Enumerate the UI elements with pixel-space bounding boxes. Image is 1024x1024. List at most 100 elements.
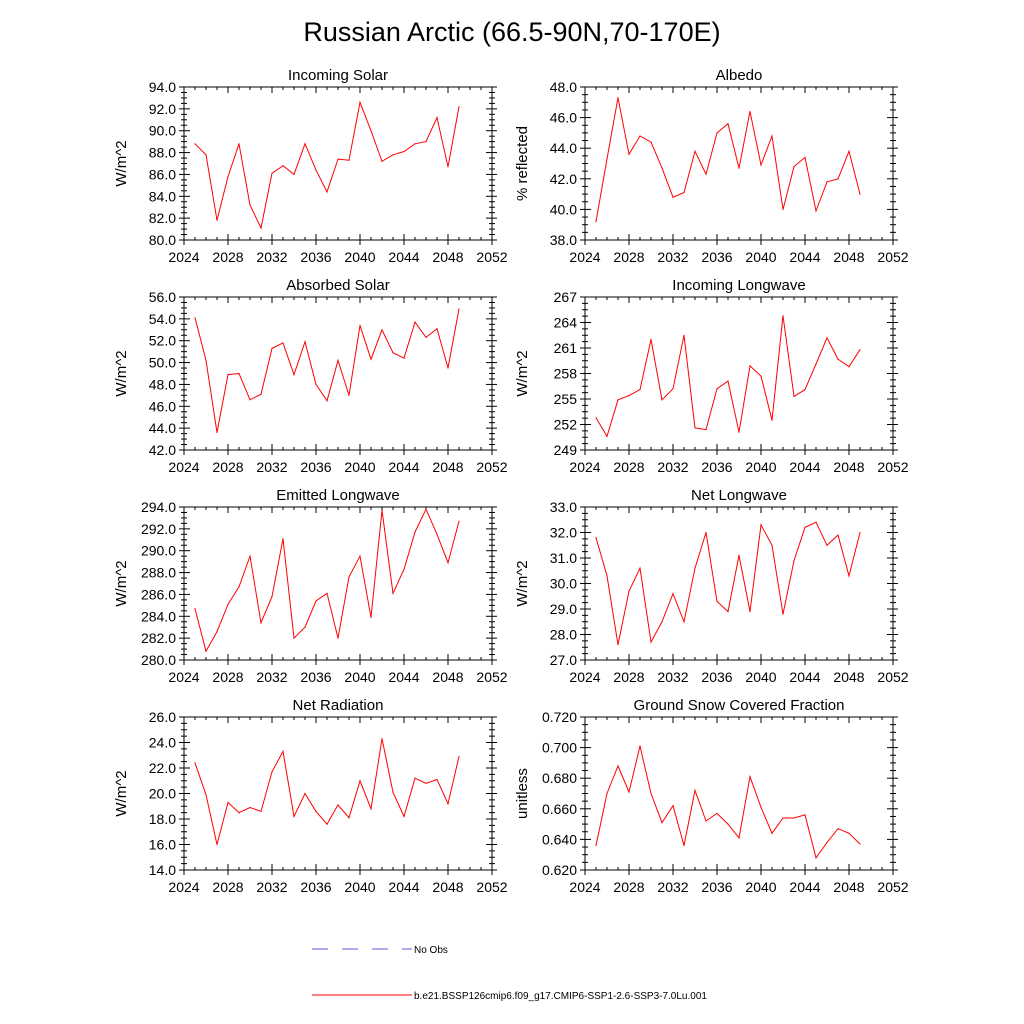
x-tick-label: 2036 <box>300 879 331 895</box>
y-tick-label: 0.700 <box>542 740 577 756</box>
data-point <box>381 738 383 740</box>
y-tick-label: 292.0 <box>141 521 176 537</box>
series-line <box>194 738 460 845</box>
data-point <box>282 538 284 540</box>
data-point <box>315 169 317 171</box>
data-point <box>628 791 630 793</box>
data-point <box>705 820 707 822</box>
data-point <box>403 815 405 818</box>
data-point <box>447 803 449 805</box>
data-point <box>694 789 696 792</box>
data-point <box>381 509 383 511</box>
data-point <box>848 366 850 368</box>
data-point <box>227 374 229 376</box>
panel-title: Net Radiation <box>293 697 384 714</box>
y-tick-label: 40.0 <box>550 201 577 217</box>
data-point <box>595 221 597 223</box>
x-tick-label: 2024 <box>168 249 199 265</box>
data-point <box>326 823 328 825</box>
data-point <box>804 389 806 391</box>
y-tick-label: 280.0 <box>141 652 176 668</box>
data-point <box>859 531 861 534</box>
x-tick-label: 2048 <box>833 249 864 265</box>
data-point <box>793 395 795 397</box>
data-point <box>205 359 207 361</box>
data-point <box>617 765 619 767</box>
data-point <box>672 196 674 198</box>
data-point <box>370 616 372 619</box>
data-point <box>238 586 240 588</box>
data-point <box>595 417 597 419</box>
x-tick-label: 2024 <box>569 249 600 265</box>
x-tick-label: 2044 <box>388 249 419 265</box>
y-tick-label: 294.0 <box>141 499 176 515</box>
x-tick-label: 2036 <box>300 669 331 685</box>
data-point <box>271 347 273 349</box>
data-point <box>793 166 795 168</box>
data-point <box>403 568 405 570</box>
figure-title: Russian Arctic (66.5-90N,70-170E) <box>303 17 720 47</box>
data-point <box>238 143 240 145</box>
data-point <box>738 167 740 169</box>
data-point <box>205 154 207 156</box>
x-tick-label: 2040 <box>344 879 375 895</box>
data-point <box>672 388 674 390</box>
data-point <box>650 338 652 341</box>
data-point <box>348 576 350 578</box>
y-tick-label: 28.0 <box>550 627 577 643</box>
series-line <box>595 521 861 645</box>
y-axis-label: % reflected <box>514 126 531 201</box>
data-point <box>436 778 438 781</box>
y-tick-label: 84.0 <box>149 188 176 204</box>
data-point <box>617 644 619 646</box>
x-tick-label: 2024 <box>168 459 199 475</box>
x-tick-label: 2044 <box>789 459 820 475</box>
y-tick-label: 88.0 <box>149 145 176 161</box>
data-point <box>815 363 817 365</box>
data-point <box>326 592 328 594</box>
data-point <box>595 844 597 847</box>
data-point <box>749 110 751 113</box>
data-point <box>837 358 839 360</box>
y-tick-label: 31.0 <box>550 550 577 566</box>
data-point <box>782 817 784 819</box>
data-point <box>826 337 828 339</box>
panel-title: Incoming Solar <box>288 67 388 84</box>
data-point <box>414 321 416 323</box>
x-tick-label: 2052 <box>877 459 908 475</box>
data-point <box>304 143 306 145</box>
data-point <box>716 812 718 815</box>
data-point <box>804 156 806 158</box>
y-tick-label: 267 <box>554 289 578 305</box>
x-tick-label: 2048 <box>432 459 463 475</box>
x-tick-label: 2044 <box>789 879 820 895</box>
data-point <box>304 341 306 343</box>
data-point <box>359 101 361 103</box>
x-tick-label: 2044 <box>789 249 820 265</box>
x-tick-label: 2032 <box>657 249 688 265</box>
data-point <box>760 806 762 808</box>
data-point <box>271 172 273 174</box>
data-point <box>282 165 284 167</box>
data-point <box>436 533 438 535</box>
x-tick-label: 2036 <box>701 459 732 475</box>
data-point <box>381 160 383 162</box>
x-tick-label: 2028 <box>613 459 644 475</box>
data-point <box>804 814 806 816</box>
x-tick-label: 2028 <box>613 249 644 265</box>
data-point <box>458 308 460 310</box>
y-axis-label: W/m^2 <box>113 350 130 396</box>
data-point <box>381 329 383 331</box>
data-point <box>414 143 416 145</box>
y-tick-label: 48.0 <box>149 376 176 392</box>
data-point <box>271 771 273 773</box>
y-tick-label: 0.620 <box>542 862 577 878</box>
x-tick-label: 2052 <box>877 879 908 895</box>
data-point <box>848 832 850 834</box>
x-tick-label: 2028 <box>212 249 243 265</box>
data-point <box>293 637 295 639</box>
y-tick-label: 90.0 <box>149 123 176 139</box>
data-point <box>216 631 218 633</box>
y-tick-label: 86.0 <box>149 166 176 182</box>
